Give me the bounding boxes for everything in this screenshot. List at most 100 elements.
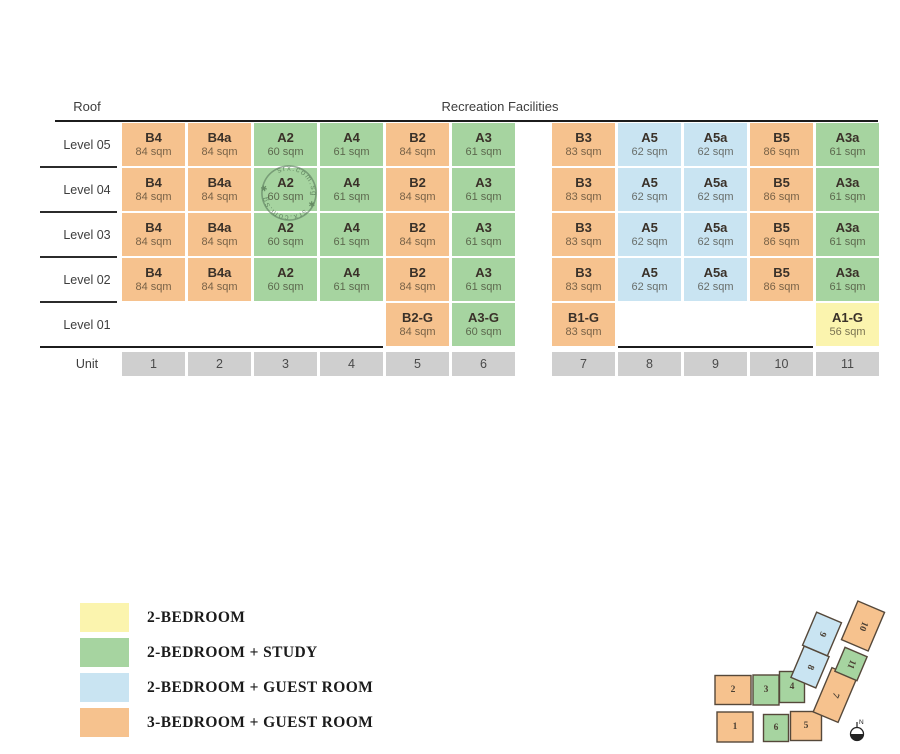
unit-area-label: 84 sqm [399,236,436,248]
unit-type-label: A3 [475,265,492,280]
unit-area-label: 61 sqm [829,236,866,248]
unit-type-label: A3a [835,130,860,145]
site-plan-block-number: 9 [816,630,827,639]
unit-area-label: 62 sqm [697,146,734,158]
unit-type-label: A5a [703,265,728,280]
unit-type-label: A3 [475,175,492,190]
unit-type-label: A2 [277,130,294,145]
unit-type-label: A1-G [831,310,864,325]
level-label: Level 02 [40,258,119,303]
unit-area-label: 84 sqm [135,236,172,248]
unit-cell: A2 60 sqm [254,123,317,166]
unit-area-label: 61 sqm [333,191,370,203]
unit-type-label: A2 [277,220,294,235]
unit-area-label: 83 sqm [565,146,602,158]
unit-type-label: B4a [207,265,232,280]
unit-type-label: A3a [835,265,860,280]
unit-cell-empty [188,303,251,346]
unit-area-label: 61 sqm [465,146,502,158]
unit-cell: A5 62 sqm [618,213,681,256]
unit-type-label: A5a [703,175,728,190]
unit-type-label: A5 [641,175,658,190]
unit-cell: B4a 84 sqm [188,258,251,301]
unit-number-cell: 3 [254,352,317,376]
legend-item: 2-BEDROOM [80,603,373,632]
unit-type-label: A5a [703,220,728,235]
unit-type-label: A3 [475,130,492,145]
unit-cell: A3a 61 sqm [816,213,879,256]
unit-cell: A3 61 sqm [452,123,515,166]
unit-cell: B5 86 sqm [750,213,813,256]
unit-row-label: Unit [55,352,119,376]
unit-area-label: 84 sqm [201,281,238,293]
unit-area-label: 84 sqm [135,281,172,293]
unit-area-label: 61 sqm [465,191,502,203]
legend-label: 2-BEDROOM + GUEST ROOM [147,678,374,696]
unit-cell: B4a 84 sqm [188,213,251,256]
site-plan-block-number: 10 [856,620,869,633]
unit-area-label: 62 sqm [631,236,668,248]
unit-area-label: 86 sqm [763,236,800,248]
unit-type-label: B3 [575,175,592,190]
legend-label: 3-BEDROOM + GUEST ROOM [147,713,374,731]
unit-type-label: B1-G [567,310,600,325]
legend-label: 2-BEDROOM + STUDY [147,643,318,661]
level-row: Level 01 B2-G 84 sqm A3-G 60 sqm B1-G 83 sqm A1… [55,303,879,346]
unit-cell: A4 61 sqm [320,258,383,301]
unit-area-label: 84 sqm [399,191,436,203]
unit-cell: B3 83 sqm [552,213,615,256]
unit-area-label: 84 sqm [135,146,172,158]
site-plan-block-number: 3 [764,685,769,695]
svg-text:N: N [859,719,864,726]
block-gap-spacer [518,168,549,211]
unit-area-label: 60 sqm [267,146,304,158]
unit-type-label: A3 [475,220,492,235]
unit-type-label: A4 [343,175,360,190]
unit-area-label: 84 sqm [399,281,436,293]
unit-cell: B4 84 sqm [122,168,185,211]
unit-area-label: 83 sqm [565,281,602,293]
unit-type-label: B2 [409,130,426,145]
unit-cell: B3 83 sqm [552,258,615,301]
ground-line-right [618,346,813,348]
legend-item: 2-BEDROOM + STUDY [80,638,373,667]
unit-type-label: B4 [145,220,162,235]
unit-cell: A5 62 sqm [618,258,681,301]
unit-cell: B4a 84 sqm [188,123,251,166]
unit-cell: A3 61 sqm [452,258,515,301]
unit-type-label: A5 [641,130,658,145]
site-plan-block [762,713,790,743]
unit-type-label: A2 [277,175,294,190]
site-plan-block-number: 5 [804,721,809,731]
unit-cell: B2 84 sqm [386,213,449,256]
unit-cell: B4 84 sqm [122,258,185,301]
unit-cell-empty [684,303,747,346]
site-plan-block [840,600,886,652]
north-compass-icon: N [849,719,865,742]
unit-cell: A5 62 sqm [618,123,681,166]
unit-type-label: A3-G [467,310,500,325]
levels-rows: Level 05 B4 84 sqm B4a 84 sqm A2 60 sqm A4 61 sq… [40,123,879,346]
unit-type-label: B4 [145,130,162,145]
unit-area-label: 83 sqm [565,326,602,338]
legend-item: 3-BEDROOM + GUEST ROOM [80,708,373,737]
unit-cell: A3a 61 sqm [816,168,879,211]
legend-swatch [80,603,129,632]
unit-number-cell: 10 [750,352,813,376]
legend-swatch [80,638,129,667]
unit-cell: A3-G 60 sqm [452,303,515,346]
site-plan-block [789,710,823,742]
unit-number-cell: 1 [122,352,185,376]
unit-cell: B2-G 84 sqm [386,303,449,346]
unit-cell: A3 61 sqm [452,168,515,211]
unit-type-label: B3 [575,265,592,280]
unit-type-label: A3a [835,220,860,235]
unit-area-label: 86 sqm [763,281,800,293]
unit-type-label: A5 [641,265,658,280]
unit-area-label: 84 sqm [201,191,238,203]
unit-area-label: 61 sqm [465,281,502,293]
unit-cell: B2 84 sqm [386,258,449,301]
unit-cell: A4 61 sqm [320,123,383,166]
unit-type-label: A5 [641,220,658,235]
unit-cell: B2 84 sqm [386,123,449,166]
